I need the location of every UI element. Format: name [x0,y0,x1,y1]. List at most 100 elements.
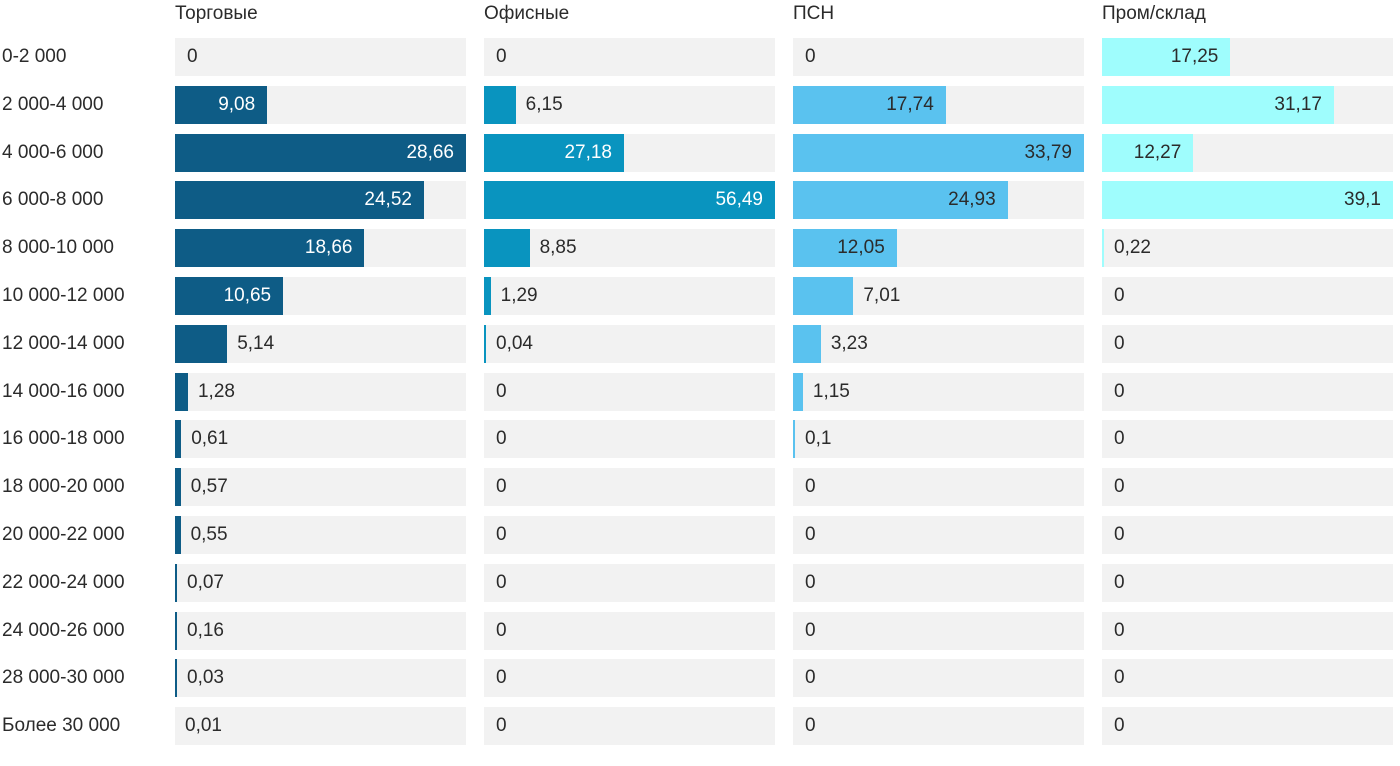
value-label: 8,85 [539,237,577,259]
bar-track: 0 [793,468,1084,507]
bar-track: 0 [1102,324,1393,363]
value-label: 56,49 [715,189,763,211]
bar-track: 0 [793,38,1084,76]
value-label: 24,93 [948,189,996,211]
bar-track: 0 [1102,276,1393,315]
bar-track: 12,05 [793,229,1084,268]
bar [793,85,946,124]
bar-track: 0 [793,611,1084,650]
chart-row: 18 000-20 000 0,57 0 0 0 [0,468,1400,507]
bar [793,276,854,315]
value-label: 0,22 [1114,237,1151,259]
bar [175,420,182,459]
bar-track: 0 [1102,468,1393,507]
bar-track: 0 [1102,659,1393,698]
value-label: 5,14 [237,332,275,354]
bar [175,181,424,220]
value-label: 12,05 [837,237,885,259]
value-label: 0 [496,523,507,545]
bar-track: 0 [1102,372,1393,411]
value-label: 9,08 [218,93,256,115]
chart-row: 8 000-10 000 18,66 8,85 12,05 0,22 [0,229,1400,268]
value-label: 0 [496,619,507,641]
row-label: Более 30 000 [2,715,121,737]
bar-track: 0 [484,563,775,602]
bar [484,85,516,124]
bar [484,181,775,220]
bar [484,133,624,172]
bar-track: 18,66 [175,229,466,268]
row-label: 14 000-16 000 [2,380,125,402]
bar-track: 33,79 [793,133,1084,172]
bar-track: 17,25 [1102,38,1393,76]
bar-track: 0,57 [175,468,466,507]
bar [793,324,821,363]
value-label: 17,74 [886,93,934,115]
bar-track: 0 [1102,707,1393,746]
bar [793,133,1084,172]
bar-track: 31,17 [1102,85,1393,124]
value-label: 0 [496,571,507,593]
bar-track: 28,66 [175,133,466,172]
bar-track: 0 [484,515,775,554]
bar-track: 8,85 [484,229,775,268]
bar-track: 12,27 [1102,133,1393,172]
bar [793,229,897,268]
bar-track: 17,74 [793,85,1084,124]
value-label: 24,52 [364,189,412,211]
bar-track: 0,16 [175,611,466,650]
chart-row: 0-2 000 0 0 0 17,25 [0,38,1400,76]
bar [175,324,228,363]
value-label: 0 [1114,523,1125,545]
value-label: 0,57 [190,476,228,498]
chart-row: 24 000-26 000 0,16 0 0 0 [0,611,1400,650]
chart-row: 4 000-6 000 28,66 27,18 33,79 12,27 [0,133,1400,172]
value-label: 0 [805,571,816,593]
bar-track: 3,23 [793,324,1084,363]
chart-row: 28 000-30 000 0,03 0 0 0 [0,659,1400,698]
value-label: 1,28 [197,380,235,402]
value-label: 0,16 [187,619,224,641]
value-label: 0 [496,667,507,689]
bar-track: 0 [484,38,775,76]
bar-track: 0,55 [175,515,466,554]
bar [175,611,177,650]
chart-row: Более 30 000 0,01 0 0 0 [0,707,1400,746]
bar-track: 24,52 [175,181,466,220]
bar-track: 0,22 [1102,229,1393,268]
row-label: 28 000-30 000 [2,667,125,689]
bar-track: 0 [484,659,775,698]
value-label: 7,01 [863,284,901,306]
bar-track: 0 [484,707,775,746]
value-label: 12,27 [1133,141,1182,163]
bar-track: 0 [793,659,1084,698]
value-label: 28,66 [406,141,454,163]
bar-track: 0 [484,468,775,507]
bar [1102,181,1393,220]
bar-track: 1,15 [793,372,1084,411]
column-header-torgovye: Торговые [175,3,258,24]
bar [793,372,803,411]
value-label: 0,1 [805,428,832,450]
bar [175,372,188,411]
value-label: 0 [1114,667,1125,689]
bar [1102,133,1194,172]
value-label: 1,15 [812,380,850,402]
value-label: 0 [805,476,816,498]
bar-track: 7,01 [793,276,1084,315]
bar-track: 0,01 [175,707,466,746]
bar-track: 39,1 [1102,181,1393,220]
bar [1102,229,1104,268]
bar-track: 0 [793,563,1084,602]
value-label: 0 [496,46,507,67]
bar-track: 0 [1102,515,1393,554]
value-label: 0 [1114,715,1125,737]
value-label: 0,55 [190,523,228,545]
row-label: 22 000-24 000 [2,571,125,593]
value-label: 0,07 [187,571,224,593]
chart-row: 2 000-4 000 9,08 6,15 17,74 31,17 [0,85,1400,124]
value-label: 33,79 [1024,141,1072,163]
bar-track: 1,28 [175,372,466,411]
bar [484,229,530,268]
bar [793,181,1008,220]
